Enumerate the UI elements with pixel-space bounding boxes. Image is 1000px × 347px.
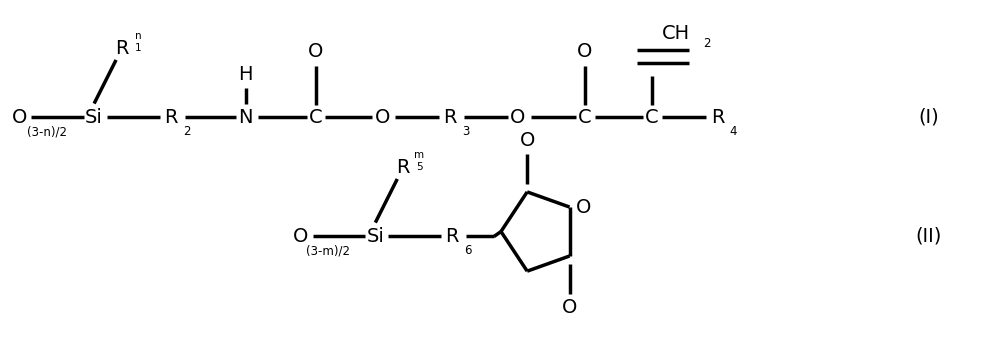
Text: 5: 5 [416,162,423,172]
Text: O: O [562,298,577,317]
Text: O: O [308,42,323,61]
Text: (3-m)/2: (3-m)/2 [306,244,350,257]
Text: m: m [414,150,424,160]
Text: O: O [519,131,535,150]
Text: O: O [375,108,390,127]
Text: C: C [309,108,322,127]
Text: 2: 2 [183,125,191,138]
Text: N: N [238,108,253,127]
Text: H: H [238,65,253,84]
Text: O: O [576,197,591,217]
Text: 2: 2 [703,36,710,50]
Text: O: O [293,227,308,246]
Text: 1: 1 [135,43,141,53]
Text: R: R [443,108,457,127]
Text: 6: 6 [464,244,472,257]
Text: R: R [164,108,178,127]
Text: n: n [135,31,141,41]
Text: (II): (II) [916,227,942,246]
Text: O: O [12,108,27,127]
Text: R: R [711,108,724,127]
Text: C: C [645,108,658,127]
Text: 4: 4 [730,125,737,138]
Text: (I): (I) [918,108,939,127]
Text: 3: 3 [462,125,470,138]
Text: O: O [510,108,526,127]
Text: CH: CH [661,24,690,43]
Text: Si: Si [85,108,103,127]
Text: C: C [578,108,592,127]
Text: R: R [115,39,129,58]
Text: R: R [397,158,410,177]
Text: (3-n)/2: (3-n)/2 [27,125,67,138]
Text: O: O [577,42,592,61]
Text: R: R [445,227,459,246]
Text: Si: Si [366,227,384,246]
